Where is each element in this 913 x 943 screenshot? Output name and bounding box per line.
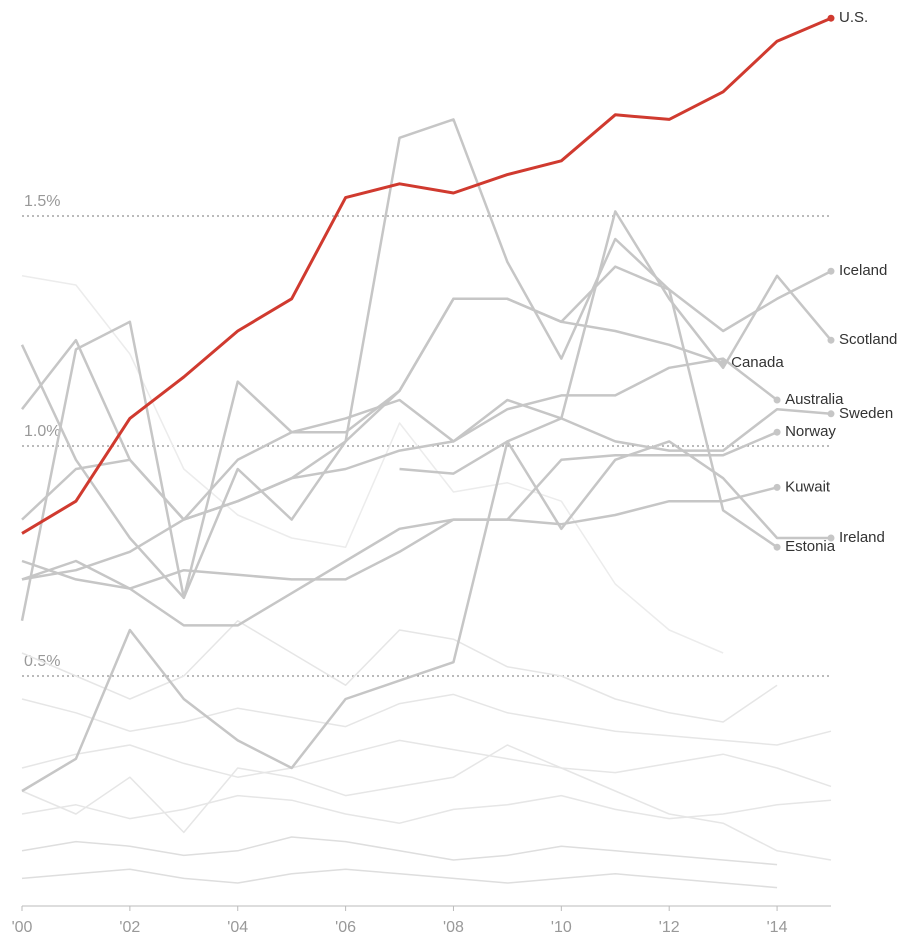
x-tick-label: '00	[12, 919, 33, 936]
line	[21, 297, 724, 521]
end-dot	[827, 267, 835, 275]
line	[21, 794, 832, 824]
line	[21, 744, 832, 861]
line	[21, 431, 778, 627]
series-label: Ireland	[839, 529, 885, 546]
end-dot	[773, 483, 781, 491]
series-label: Iceland	[839, 262, 887, 279]
line	[21, 739, 832, 788]
line	[20, 210, 832, 600]
end-dot	[773, 543, 781, 551]
x-tick-label: '06	[335, 919, 356, 936]
x-tick-label: '08	[443, 919, 464, 936]
series-label: Sweden	[839, 405, 893, 422]
line	[21, 868, 778, 889]
series-label: Estonia	[785, 538, 836, 555]
line	[21, 440, 831, 793]
end-dot	[827, 336, 835, 344]
x-tick-label: '14	[767, 919, 788, 936]
series-label: Australia	[785, 391, 844, 408]
line	[399, 407, 832, 475]
y-tick-label: 1.5%	[24, 193, 60, 210]
y-tick-label: 1.0%	[24, 423, 60, 440]
x-tick-label: '12	[659, 919, 680, 936]
series-label: Canada	[731, 354, 784, 371]
line	[21, 836, 778, 866]
line	[21, 16, 832, 535]
line	[21, 357, 778, 581]
series-label: Scotland	[839, 331, 897, 348]
end-dot	[827, 14, 835, 22]
end-dot	[827, 410, 835, 418]
line	[21, 486, 778, 590]
x-tick-label: '02	[119, 919, 140, 936]
x-tick-label: '04	[227, 919, 248, 936]
end-dot	[773, 428, 781, 436]
series-label: U.S.	[839, 9, 868, 26]
line	[21, 693, 832, 746]
end-dot	[773, 396, 781, 404]
x-tick-label: '10	[551, 919, 572, 936]
end-dot	[827, 534, 835, 542]
series-label: Kuwait	[785, 478, 831, 495]
line	[21, 620, 778, 723]
series-label: Norway	[785, 423, 836, 440]
line	[20, 118, 778, 622]
